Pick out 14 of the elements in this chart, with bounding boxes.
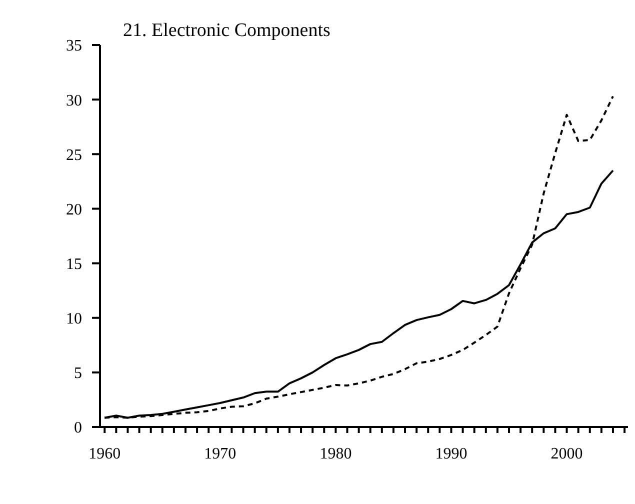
x-tick-label: 1990 xyxy=(435,445,468,462)
y-tick-label: 0 xyxy=(74,420,82,437)
y-tick-label: 10 xyxy=(66,310,82,328)
x-tick-label: 1970 xyxy=(204,445,236,462)
y-tick-label: 30 xyxy=(66,92,82,110)
y-tick-label: 25 xyxy=(66,146,82,164)
chart-title: 21. Electronic Components xyxy=(123,20,330,42)
x-tick-label: 2000 xyxy=(550,445,583,462)
y-tick-label: 35 xyxy=(66,38,82,55)
y-tick-label: 15 xyxy=(66,256,82,273)
y-tick-label: 20 xyxy=(66,201,82,218)
y-tick-label: 5 xyxy=(74,365,82,382)
x-tick-label: 1960 xyxy=(88,445,121,462)
x-tick-label: 1980 xyxy=(320,445,352,462)
